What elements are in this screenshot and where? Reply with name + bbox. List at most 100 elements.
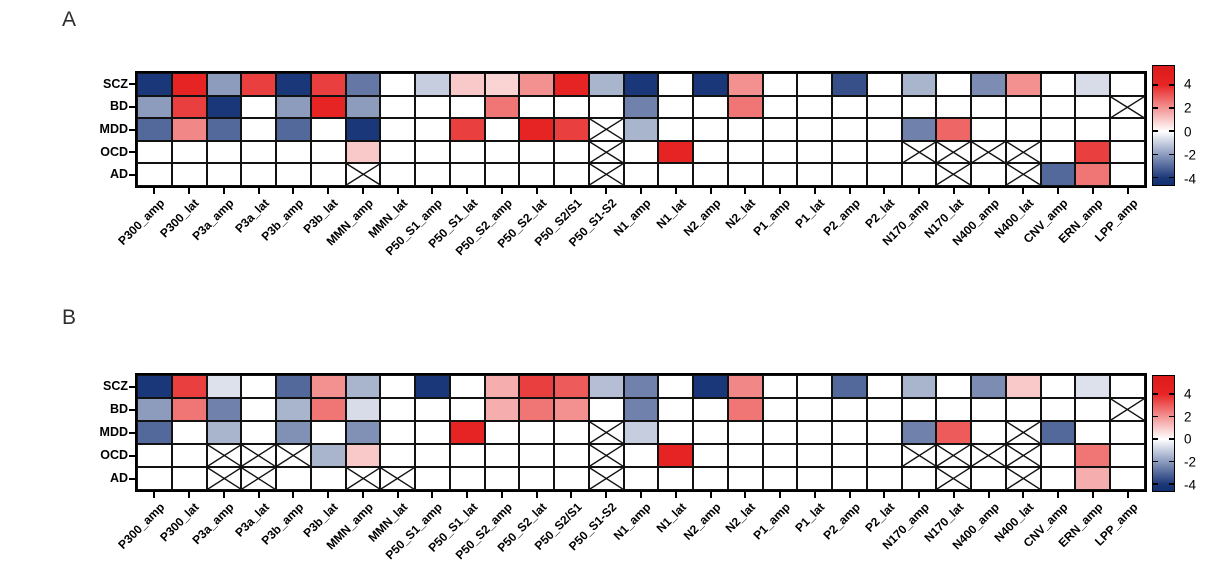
heatmap-cell xyxy=(449,467,485,490)
heatmap-cell xyxy=(936,95,972,119)
x-axis-tick xyxy=(222,188,225,194)
heatmap-cell xyxy=(797,95,833,119)
heatmap-cell xyxy=(658,163,694,186)
heatmap-cell xyxy=(936,73,972,96)
heatmap-cell xyxy=(1005,95,1041,119)
x-axis-tick xyxy=(570,188,573,194)
x-axis-tick xyxy=(813,492,816,498)
heatmap-cell xyxy=(797,467,833,490)
heatmap-cell xyxy=(137,140,172,164)
heatmap-cell xyxy=(1110,467,1145,490)
x-axis-tick xyxy=(361,492,364,498)
cross-icon xyxy=(1007,422,1040,443)
heatmap-cell xyxy=(658,95,694,119)
heatmap-cell xyxy=(1005,140,1041,164)
heatmap-cell xyxy=(484,163,520,186)
heatmap-cell xyxy=(380,421,416,444)
heatmap-cell xyxy=(658,375,694,398)
heatmap-cell xyxy=(971,140,1006,164)
x-axis-tick xyxy=(153,492,156,498)
heatmap-cell xyxy=(276,118,311,141)
heatmap-grid-a xyxy=(135,71,1147,188)
heatmap-cell xyxy=(206,398,242,421)
y-axis-tick xyxy=(129,385,135,388)
heatmap-cell xyxy=(693,398,728,421)
colorbar-tick xyxy=(1153,415,1158,418)
heatmap-cell xyxy=(901,118,937,141)
heatmap-cell xyxy=(484,444,520,467)
cross-icon xyxy=(242,445,275,466)
heatmap-cell xyxy=(588,95,624,119)
cross-icon xyxy=(1007,445,1040,466)
x-axis-tick xyxy=(222,492,225,498)
heatmap-cell xyxy=(484,118,520,141)
heatmap-cell xyxy=(310,163,346,186)
heatmap-cell xyxy=(658,140,694,164)
row-label-ocd: OCD xyxy=(100,448,128,462)
heatmap-cell xyxy=(832,398,867,421)
heatmap-cell xyxy=(171,73,207,96)
heatmap-cell xyxy=(727,73,763,96)
cross-icon xyxy=(590,445,623,466)
heatmap-cell xyxy=(693,375,728,398)
heatmap-cell xyxy=(206,163,242,186)
row-label-ocd: OCD xyxy=(100,144,128,159)
heatmap-cell xyxy=(901,421,937,444)
cross-icon xyxy=(1007,164,1040,185)
x-axis-tick xyxy=(327,492,330,498)
x-axis-tick xyxy=(188,188,191,194)
colorbar-tick xyxy=(1153,393,1158,395)
colorbar-tick xyxy=(1169,107,1174,109)
heatmap-cell xyxy=(1110,95,1145,119)
heatmap-cell xyxy=(1075,467,1111,490)
row-label-mdd: MDD xyxy=(99,425,128,439)
y-axis-tick xyxy=(129,477,135,480)
heatmap-cell xyxy=(484,73,520,96)
x-axis-tick xyxy=(188,492,191,498)
heatmap-cell xyxy=(519,140,555,164)
heatmap-cell xyxy=(484,421,520,444)
x-axis-tick xyxy=(1022,188,1025,194)
x-axis-tick xyxy=(292,492,295,498)
y-axis-tick xyxy=(129,454,135,457)
x-axis-tick xyxy=(674,492,677,498)
col-label: P1_amp xyxy=(750,500,793,543)
heatmap-cell xyxy=(693,95,728,119)
heatmap-cell xyxy=(936,375,972,398)
heatmap-cell xyxy=(310,375,346,398)
heatmap-cell xyxy=(832,163,867,186)
heatmap-cell xyxy=(623,398,659,421)
heatmap-cell xyxy=(310,444,346,467)
colorbar-tick xyxy=(1169,438,1174,440)
cross-icon xyxy=(208,445,241,466)
heatmap-cell xyxy=(693,421,728,444)
heatmap-cell xyxy=(866,398,902,421)
x-axis-tick xyxy=(987,188,990,194)
heatmap-cell xyxy=(901,375,937,398)
heatmap-cell xyxy=(484,467,520,490)
heatmap-cell xyxy=(519,163,555,186)
heatmap-cell xyxy=(137,375,172,398)
heatmap-cell xyxy=(901,444,937,467)
heatmap-cell xyxy=(971,398,1006,421)
heatmap-cell xyxy=(1110,444,1145,467)
heatmap-cell xyxy=(866,375,902,398)
heatmap-cell xyxy=(171,375,207,398)
heatmap-cell xyxy=(762,444,798,467)
heatmap-cell xyxy=(1075,163,1111,186)
heatmap-cell xyxy=(310,398,346,421)
heatmap-cell xyxy=(832,73,867,96)
heatmap-cell xyxy=(310,73,346,96)
x-axis-tick xyxy=(500,188,503,194)
heatmap-cell xyxy=(1040,163,1076,186)
colorbar-tick xyxy=(1153,483,1158,485)
colorbar-tick xyxy=(1169,460,1174,463)
cross-icon xyxy=(347,164,380,185)
colorbar-tick xyxy=(1169,130,1174,133)
heatmap-cell xyxy=(345,444,381,467)
heatmap-cell xyxy=(1110,118,1145,141)
cross-icon xyxy=(1111,399,1144,420)
heatmap-cell xyxy=(936,421,972,444)
row-label-bd: BD xyxy=(109,402,128,416)
cross-icon xyxy=(1111,97,1144,118)
